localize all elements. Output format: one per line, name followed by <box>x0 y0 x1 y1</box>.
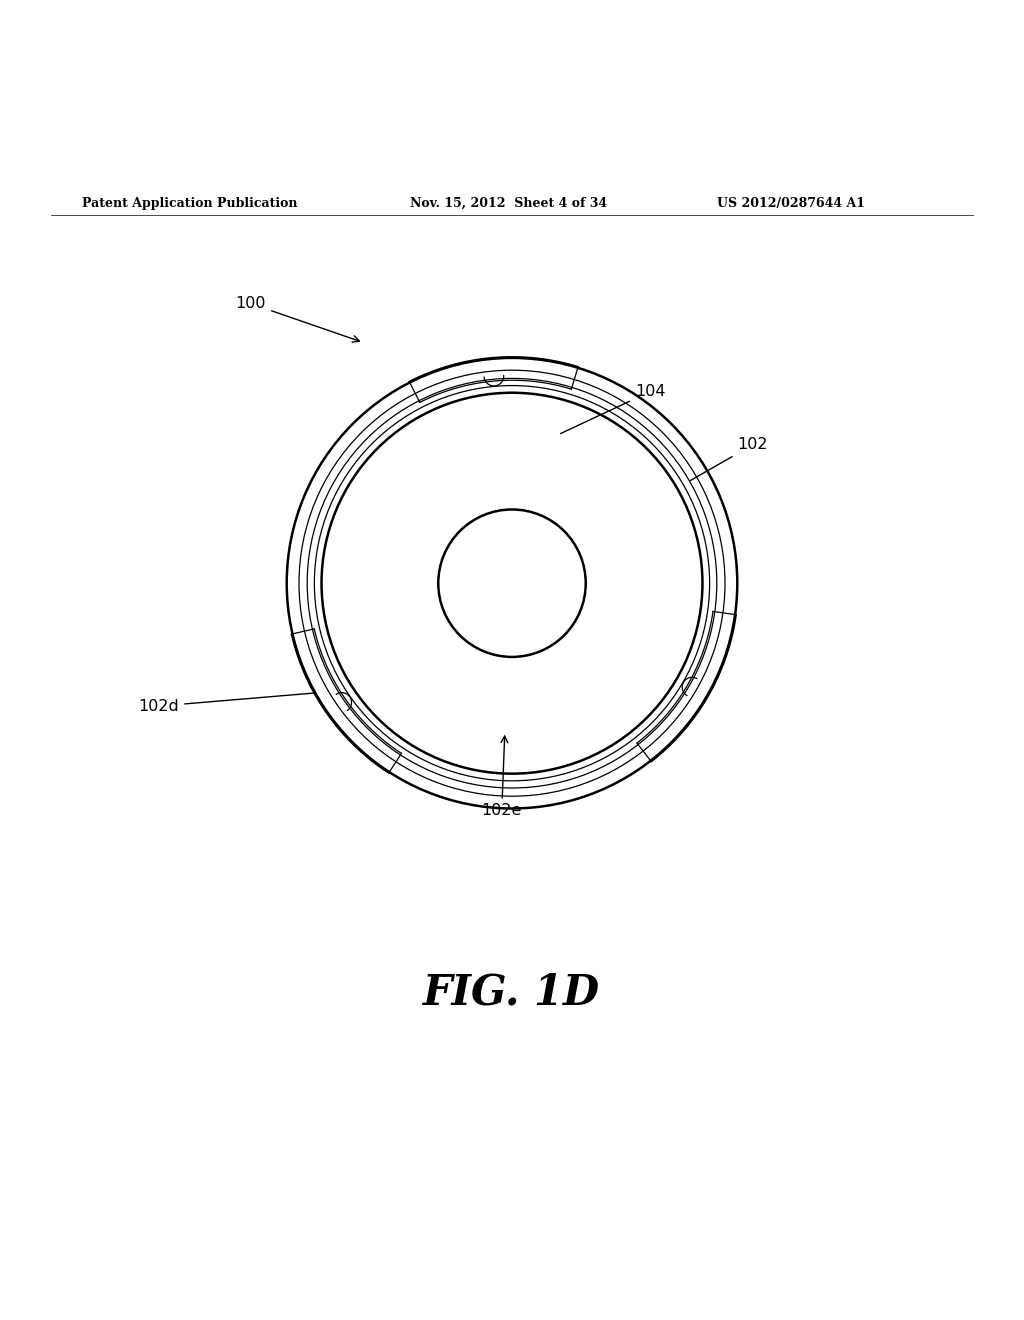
Text: 104: 104 <box>560 384 666 433</box>
Text: Patent Application Publication: Patent Application Publication <box>82 197 297 210</box>
Text: 102: 102 <box>690 437 768 480</box>
Text: Nov. 15, 2012  Sheet 4 of 34: Nov. 15, 2012 Sheet 4 of 34 <box>410 197 607 210</box>
Text: 100: 100 <box>236 296 359 342</box>
Text: 102e: 102e <box>481 737 522 818</box>
Text: 102d: 102d <box>138 693 314 714</box>
Text: FIG. 1D: FIG. 1D <box>424 972 600 1014</box>
Text: US 2012/0287644 A1: US 2012/0287644 A1 <box>717 197 865 210</box>
